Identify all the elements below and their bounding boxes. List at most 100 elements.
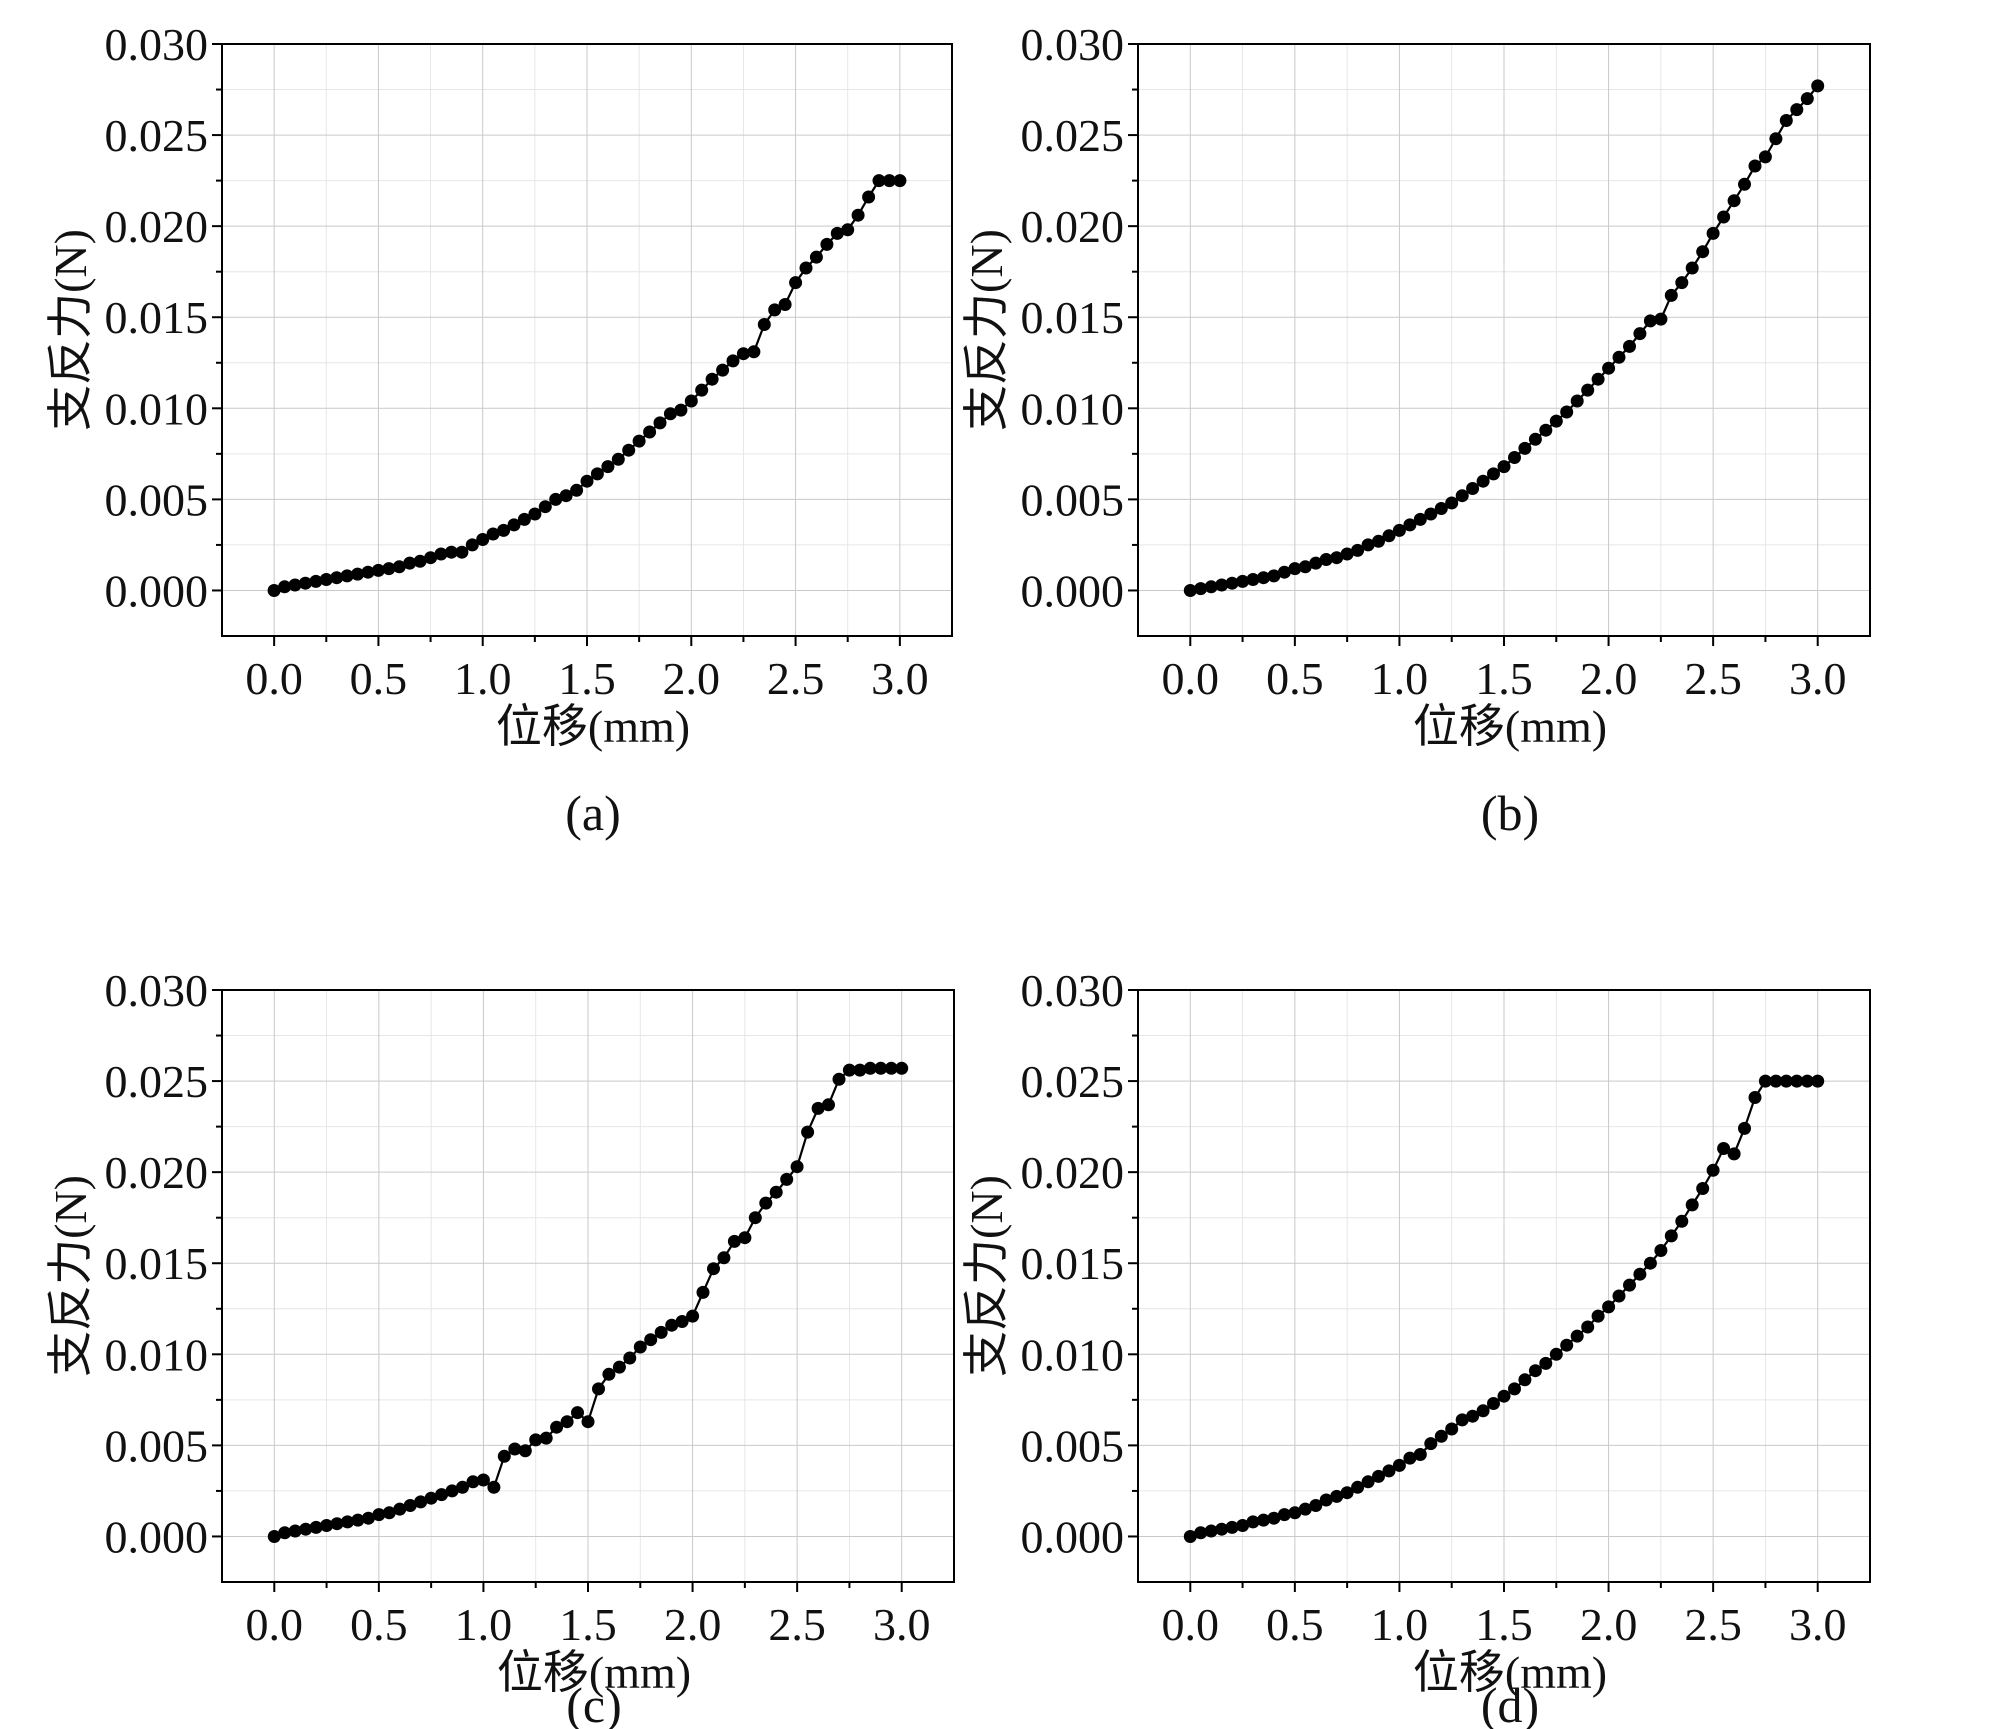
x-tick-label: 0.0 <box>1162 653 1220 704</box>
data-point <box>1686 262 1699 275</box>
data-point <box>1654 1244 1667 1257</box>
y-tick-label: 0.015 <box>105 292 209 343</box>
data-point <box>477 1474 490 1487</box>
data-point <box>623 1352 636 1365</box>
data-point <box>1613 1290 1626 1303</box>
panel-label: (b) <box>1481 785 1539 841</box>
data-point <box>852 209 865 222</box>
y-tick-label: 0.020 <box>1021 201 1125 252</box>
data-point <box>613 1361 626 1374</box>
x-tick-label: 3.0 <box>1789 1599 1847 1650</box>
y-tick-label: 0.000 <box>105 565 209 616</box>
data-point <box>1738 178 1751 191</box>
y-tick-label: 0.030 <box>1021 19 1125 70</box>
data-point <box>800 262 813 275</box>
data-point <box>622 444 635 457</box>
data-point <box>697 1286 710 1299</box>
data-point <box>1738 1122 1751 1135</box>
data-point <box>1665 1229 1678 1242</box>
chart-panel-0: 0.0 0.5 1.0 1.5 2.0 2.5 3.00.0000.0050.0100.01… <box>45 19 952 841</box>
y-tick-label: 0.005 <box>1021 1420 1125 1471</box>
data-point <box>1487 467 1500 480</box>
y-tick-label: 0.000 <box>1021 565 1125 616</box>
x-tick-label: 1.0 <box>1371 1599 1429 1650</box>
data-point <box>770 1186 783 1199</box>
x-tick-label: 2.0 <box>663 653 721 704</box>
x-tick-label: 1.5 <box>558 653 616 704</box>
y-tick-label: 0.010 <box>1021 383 1125 434</box>
x-axis-title: 位移(mm) <box>496 701 690 752</box>
data-point <box>519 1444 532 1457</box>
data-point <box>655 1326 668 1339</box>
data-point <box>791 1160 804 1173</box>
data-point <box>1498 1390 1511 1403</box>
data-point <box>738 1231 751 1244</box>
y-tick-label: 0.000 <box>1021 1511 1125 1562</box>
data-point <box>1811 79 1824 92</box>
y-tick-label: 0.025 <box>1021 110 1125 161</box>
data-point <box>820 238 833 251</box>
x-tick-label: 2.0 <box>1580 1599 1638 1650</box>
data-point <box>686 1310 699 1323</box>
data-point <box>1749 1091 1762 1104</box>
chart-panel-2: 0.0 0.5 1.0 1.5 2.0 2.5 3.00.0000.0050.0100.01… <box>45 965 954 1729</box>
y-tick-label: 0.005 <box>1021 474 1125 525</box>
x-tick-label: 1.0 <box>454 653 512 704</box>
data-point <box>1644 1257 1657 1270</box>
x-tick-label: 3.0 <box>871 653 929 704</box>
data-point <box>1550 415 1563 428</box>
data-point <box>1571 395 1584 408</box>
data-point <box>1801 92 1814 105</box>
data-point <box>810 251 823 264</box>
x-tick-label: 1.5 <box>559 1599 617 1650</box>
data-point <box>1707 227 1720 240</box>
data-point <box>561 1415 574 1428</box>
data-point <box>801 1126 814 1139</box>
data-point <box>833 1073 846 1086</box>
data-point <box>633 435 646 448</box>
data-point <box>1633 1268 1646 1281</box>
y-tick-label: 0.010 <box>1021 1329 1125 1380</box>
x-tick-label: 0.5 <box>350 1599 408 1650</box>
y-tick-label: 0.005 <box>105 1420 209 1471</box>
data-point <box>1696 1182 1709 1195</box>
data-point <box>758 318 771 331</box>
data-point <box>862 191 875 204</box>
x-tick-label: 0.0 <box>246 1599 304 1650</box>
x-tick-label: 0.5 <box>350 653 408 704</box>
y-axis-title: 支反力(N) <box>961 229 1012 431</box>
x-tick-label: 2.5 <box>1684 653 1742 704</box>
data-point <box>1581 1321 1594 1334</box>
data-point <box>759 1197 772 1210</box>
y-tick-label: 0.030 <box>105 965 209 1016</box>
data-point <box>1623 340 1636 353</box>
y-tick-label: 0.010 <box>105 383 209 434</box>
data-point <box>592 1382 605 1395</box>
y-tick-label: 0.025 <box>1021 1056 1125 1107</box>
data-point <box>1560 406 1573 419</box>
y-tick-label: 0.020 <box>105 201 209 252</box>
data-point <box>1539 1357 1552 1370</box>
data-point <box>1550 1348 1563 1361</box>
data-point <box>1445 1423 1458 1436</box>
y-axis-title: 支反力(N) <box>45 1175 96 1377</box>
data-point <box>893 174 906 187</box>
data-point <box>1759 150 1772 163</box>
data-point <box>643 426 656 439</box>
data-point <box>1571 1330 1584 1343</box>
data-point <box>1717 211 1730 224</box>
y-axis-title: 支反力(N) <box>961 1175 1012 1377</box>
data-point <box>571 1406 584 1419</box>
data-point <box>1445 497 1458 510</box>
data-point <box>789 276 802 289</box>
data-point <box>540 1432 553 1445</box>
y-tick-label: 0.020 <box>105 1147 209 1198</box>
data-point <box>1769 132 1782 145</box>
data-point <box>1466 482 1479 495</box>
x-tick-label: 1.0 <box>455 1599 513 1650</box>
data-point <box>1633 327 1646 340</box>
panel-label: (a) <box>565 785 621 841</box>
data-point <box>1424 1437 1437 1450</box>
chart-panel-1: 0.0 0.5 1.0 1.5 2.0 2.5 3.00.0000.0050.0100.01… <box>961 19 1870 841</box>
